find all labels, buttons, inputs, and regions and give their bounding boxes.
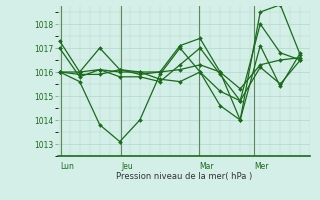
Text: Mar: Mar (199, 162, 214, 171)
X-axis label: Pression niveau de la mer( hPa ): Pression niveau de la mer( hPa ) (116, 172, 252, 181)
Text: Mer: Mer (254, 162, 269, 171)
Text: Jeu: Jeu (121, 162, 133, 171)
Text: Lun: Lun (60, 162, 75, 171)
